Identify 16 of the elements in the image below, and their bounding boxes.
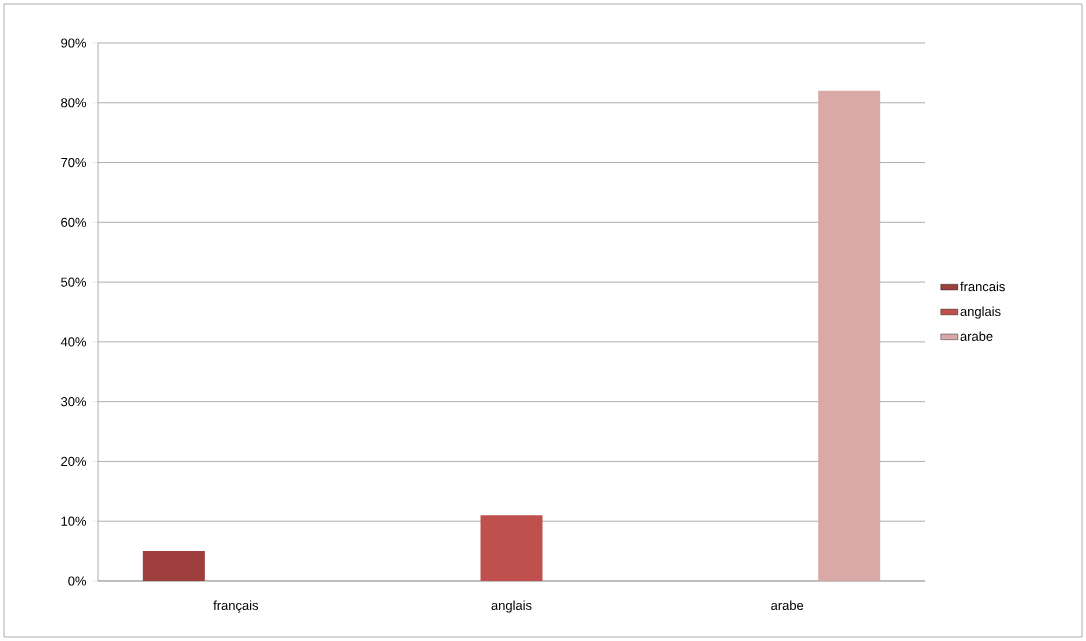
y-tick-label: 10% [61, 516, 87, 526]
legend-label: francais [960, 281, 1005, 292]
y-tick-label: 0% [68, 576, 87, 586]
y-tick-label: 60% [61, 217, 87, 227]
y-tick-label: 70% [61, 157, 87, 168]
x-tick-label: français [213, 600, 259, 613]
y-tick-label: 80% [61, 98, 87, 108]
legend-label: anglais [960, 306, 1001, 319]
y-tick-label: 20% [61, 456, 87, 467]
y-tick-label: 50% [61, 277, 87, 287]
y-tick-label: 30% [61, 397, 87, 407]
y-tick-label: 40% [60, 337, 87, 347]
x-tick-label: anglais [491, 600, 532, 613]
legend-label: arabe [960, 331, 993, 341]
y-tick-label: 90% [61, 38, 87, 48]
x-tick-label: arabe [771, 600, 804, 611]
